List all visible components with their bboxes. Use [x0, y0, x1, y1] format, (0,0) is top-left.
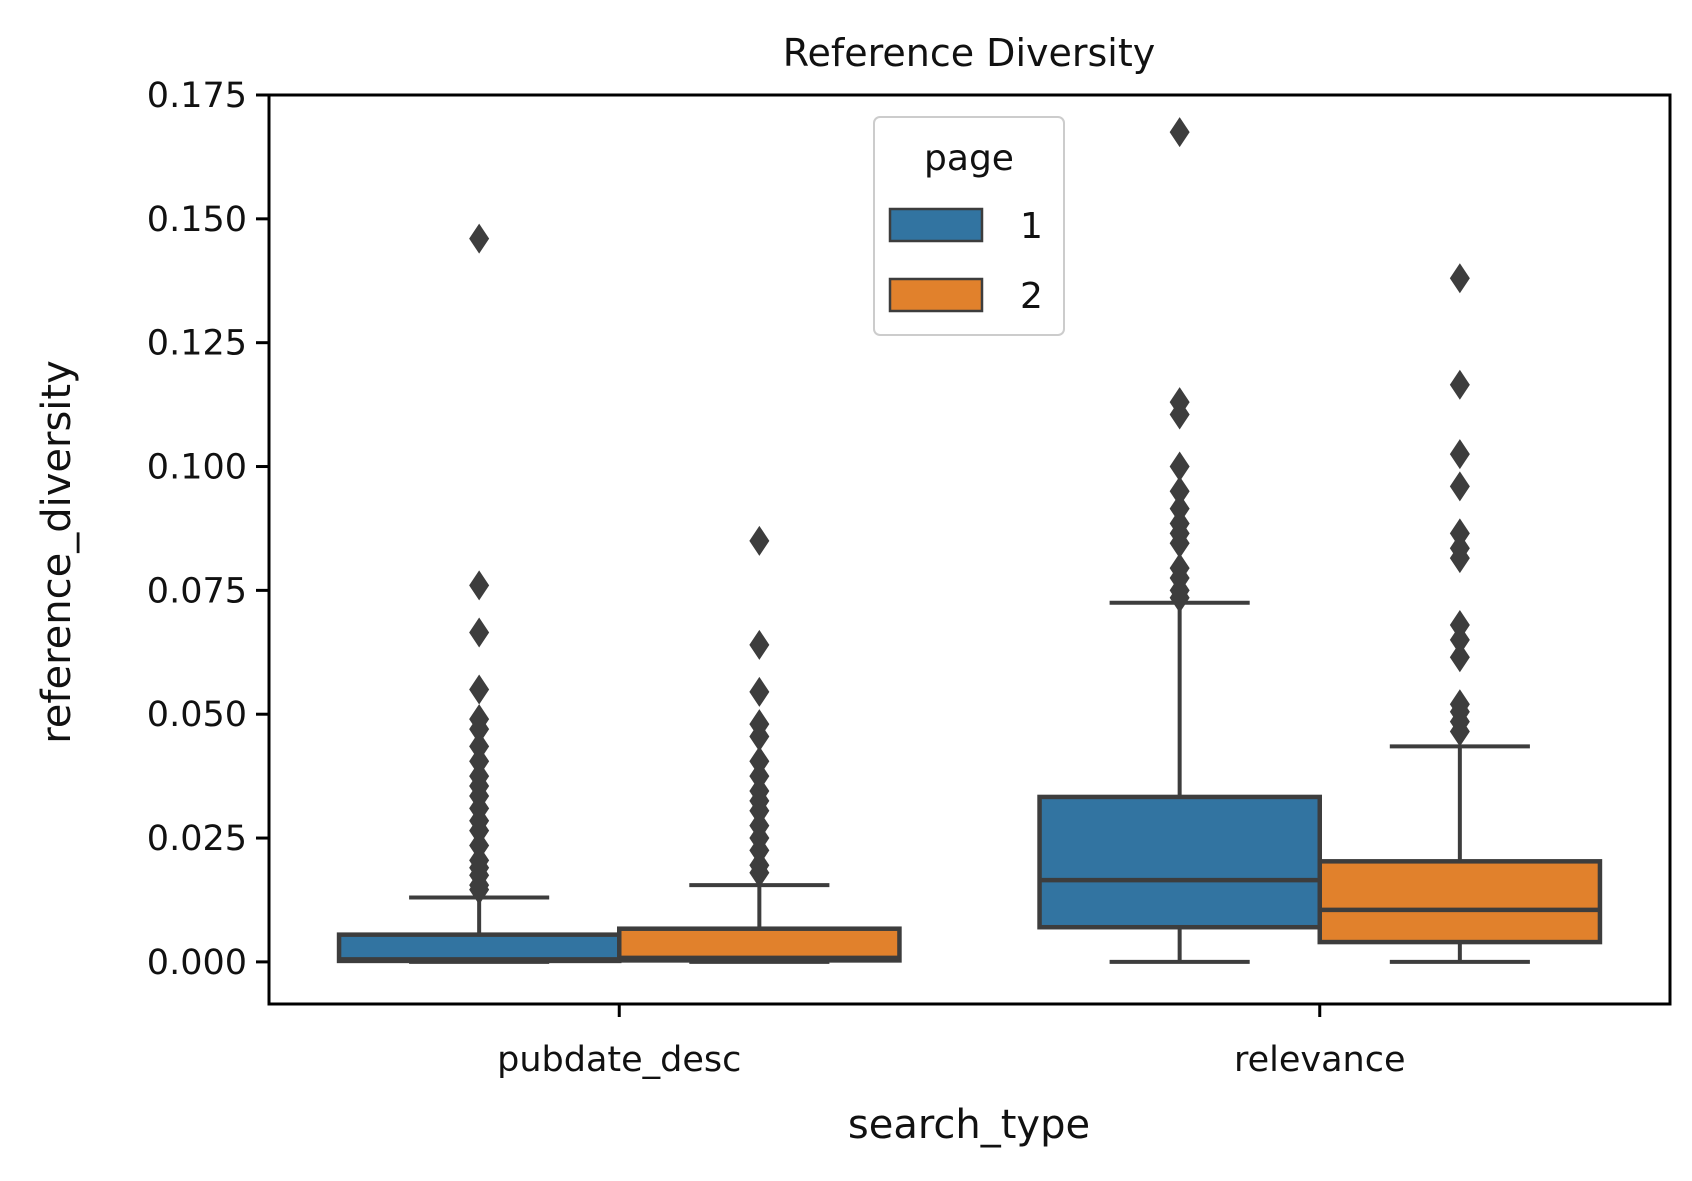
y-tick-label: 0.150: [147, 200, 247, 240]
legend-label-page-1: 1: [1020, 206, 1043, 247]
outlier-point: [1169, 387, 1190, 418]
plot-marks: [336, 117, 1603, 964]
outlier-point: [1449, 369, 1470, 400]
outlier-point: [749, 525, 770, 556]
x-tick-label: relevance: [1234, 1040, 1406, 1080]
y-axis-label: reference_diversity: [34, 360, 80, 744]
outlier-point: [749, 709, 770, 740]
box-group-pubdate_desc-page-2: [617, 525, 902, 964]
box-iqr: [336, 932, 622, 964]
x-axis-label: search_type: [848, 1102, 1090, 1148]
box-group-relevance-page-1: [1037, 117, 1323, 964]
legend-title: page: [924, 138, 1014, 179]
box-group-relevance-page-2: [1317, 263, 1603, 964]
outlier-point: [1169, 117, 1190, 148]
y-tick-label: 0.000: [147, 943, 247, 983]
outlier-point: [1449, 518, 1470, 549]
outlier-point: [1449, 439, 1470, 470]
y-tick-label: 0.125: [147, 324, 247, 364]
y-tick-label: 0.175: [147, 76, 247, 116]
x-tick-label: pubdate_desc: [497, 1040, 741, 1080]
legend-label-page-2: 2: [1020, 276, 1043, 317]
y-tick-label: 0.100: [147, 448, 247, 488]
box-group-pubdate_desc-page-1: [336, 223, 622, 964]
outlier-point: [1169, 476, 1190, 507]
outlier-point: [1169, 493, 1190, 524]
outlier-point: [469, 731, 490, 762]
y-tick-label: 0.050: [147, 695, 247, 735]
box-iqr: [1317, 859, 1603, 945]
outlier-point: [1169, 553, 1190, 584]
outlier-point: [1449, 642, 1470, 673]
outlier-point: [469, 617, 490, 648]
outlier-point: [1449, 689, 1470, 720]
y-tick-label: 0.025: [147, 819, 247, 859]
box-iqr: [617, 926, 902, 963]
outlier-point: [1169, 451, 1190, 482]
legend-swatch-page-2: [888, 277, 984, 313]
outlier-point: [1449, 471, 1470, 502]
plot-frame: [267, 93, 1672, 1006]
legend-swatch-page-1: [888, 207, 984, 243]
outlier-point: [469, 704, 490, 735]
outlier-point: [1449, 610, 1470, 641]
box-iqr: [1037, 794, 1323, 930]
outlier-point: [469, 223, 490, 254]
outlier-point: [469, 674, 490, 705]
y-tick-label: 0.075: [147, 571, 247, 611]
outlier-point: [469, 570, 490, 601]
outlier-point: [1449, 263, 1470, 294]
outlier-point: [749, 746, 770, 777]
outlier-point: [749, 676, 770, 707]
axes: 0.000 0.025 0.050 0.075 0.100 0.125 0.150 0.175…: [147, 76, 1672, 1080]
chart-title: Reference Diversity: [783, 31, 1156, 75]
outlier-point: [749, 629, 770, 660]
